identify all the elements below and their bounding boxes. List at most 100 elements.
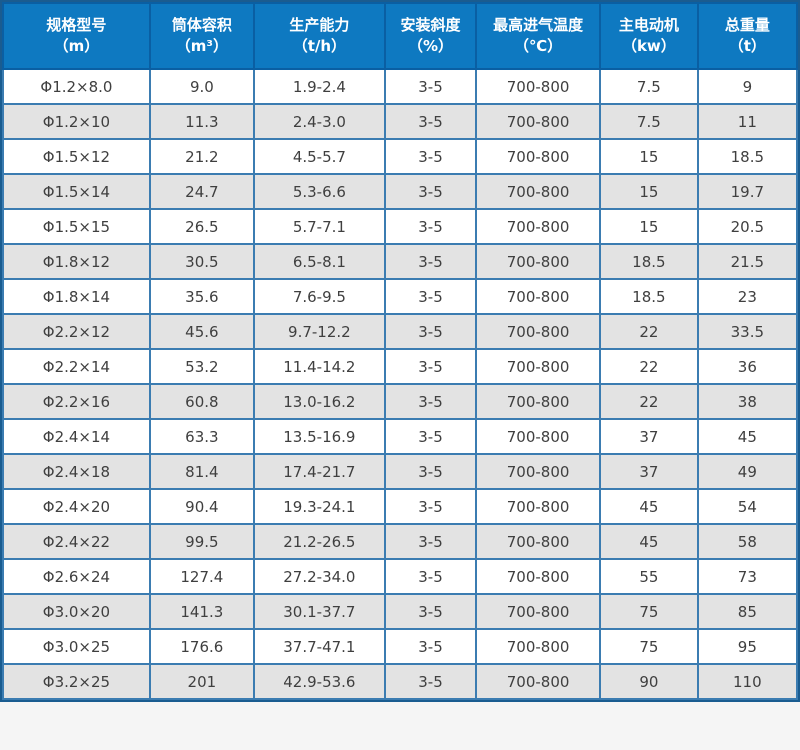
- cell-r18-c1: Φ3.2×25: [2, 663, 151, 700]
- table-row: Φ2.4×20 90.4 19.3-24.1 3-5 700-800 45 54: [2, 488, 799, 525]
- cell-r13-c6: 45: [599, 488, 699, 525]
- cell-r4-c4: 3-5: [383, 173, 478, 210]
- cell-r10-c7: 38: [696, 383, 799, 420]
- cell-r10-c3: 13.0-16.2: [252, 383, 386, 420]
- cell-r7-c4: 3-5: [383, 278, 478, 315]
- column-title: 筒体容积: [171, 16, 232, 34]
- column-title: 生产能力: [289, 16, 350, 34]
- cell-r5-c5: 700-800: [475, 208, 602, 245]
- table-row: Φ2.2×12 45.6 9.7-12.2 3-5 700-800 22 33.5: [2, 313, 799, 350]
- cell-r11-c7: 45: [696, 418, 799, 455]
- cell-r15-c2: 127.4: [148, 558, 255, 595]
- cell-r12-c7: 49: [696, 453, 799, 490]
- column-header-1: 规格型号 （m）: [2, 2, 151, 70]
- cell-r9-c5: 700-800: [475, 348, 602, 385]
- cell-r8-c3: 9.7-12.2: [252, 313, 386, 350]
- cell-r10-c1: Φ2.2×16: [2, 383, 151, 420]
- table-header-row: 规格型号 （m） 筒体容积 （m³） 生产能力 （t/h） 安装斜度 （%） 最高进气温度 （℃）…: [2, 2, 799, 70]
- cell-r6-c3: 6.5-8.1: [252, 243, 386, 280]
- cell-r15-c7: 73: [696, 558, 799, 595]
- column-title: 主电动机: [618, 16, 679, 34]
- cell-r9-c6: 22: [599, 348, 699, 385]
- cell-r14-c3: 21.2-26.5: [252, 523, 386, 560]
- cell-r18-c4: 3-5: [383, 663, 478, 700]
- cell-r3-c4: 3-5: [383, 138, 478, 175]
- cell-r14-c6: 45: [599, 523, 699, 560]
- table-row: Φ1.8×14 35.6 7.6-9.5 3-5 700-800 18.5 23: [2, 278, 799, 315]
- cell-r7-c3: 7.6-9.5: [252, 278, 386, 315]
- table-row: Φ2.2×14 53.2 11.4-14.2 3-5 700-800 22 36: [2, 348, 799, 385]
- cell-r8-c7: 33.5: [696, 313, 799, 350]
- cell-r14-c7: 58: [696, 523, 799, 560]
- cell-r3-c1: Φ1.5×12: [2, 138, 151, 175]
- cell-r17-c3: 37.7-47.1: [252, 628, 386, 665]
- cell-r2-c1: Φ1.2×10: [2, 103, 151, 140]
- cell-r12-c5: 700-800: [475, 453, 602, 490]
- cell-r13-c3: 19.3-24.1: [252, 488, 386, 525]
- column-unit: （t）: [728, 37, 766, 55]
- cell-r18-c6: 90: [599, 663, 699, 700]
- cell-r11-c1: Φ2.4×14: [2, 418, 151, 455]
- table-row: Φ3.0×25 176.6 37.7-47.1 3-5 700-800 75 95: [2, 628, 799, 665]
- cell-r16-c3: 30.1-37.7: [252, 593, 386, 630]
- cell-r11-c2: 63.3: [148, 418, 255, 455]
- table-row: Φ2.2×16 60.8 13.0-16.2 3-5 700-800 22 38: [2, 383, 799, 420]
- column-title: 最高进气温度: [493, 16, 584, 34]
- cell-r16-c2: 141.3: [148, 593, 255, 630]
- column-unit: （m³）: [175, 37, 228, 55]
- table-row: Φ2.4×14 63.3 13.5-16.9 3-5 700-800 37 45: [2, 418, 799, 455]
- cell-r18-c3: 42.9-53.6: [252, 663, 386, 700]
- cell-r8-c1: Φ2.2×12: [2, 313, 151, 350]
- column-header-6: 主电动机 （kw）: [599, 2, 699, 70]
- cell-r17-c7: 95: [696, 628, 799, 665]
- cell-r13-c4: 3-5: [383, 488, 478, 525]
- cell-r15-c4: 3-5: [383, 558, 478, 595]
- table-row: Φ1.5×15 26.5 5.7-7.1 3-5 700-800 15 20.5: [2, 208, 799, 245]
- cell-r10-c6: 22: [599, 383, 699, 420]
- cell-r16-c1: Φ3.0×20: [2, 593, 151, 630]
- cell-r11-c3: 13.5-16.9: [252, 418, 386, 455]
- cell-r12-c1: Φ2.4×18: [2, 453, 151, 490]
- cell-r5-c6: 15: [599, 208, 699, 245]
- column-header-5: 最高进气温度 （℃）: [475, 2, 602, 70]
- cell-r12-c2: 81.4: [148, 453, 255, 490]
- cell-r4-c5: 700-800: [475, 173, 602, 210]
- cell-r6-c7: 21.5: [696, 243, 799, 280]
- table-row: Φ2.6×24 127.4 27.2-34.0 3-5 700-800 55 73: [2, 558, 799, 595]
- table-row: Φ1.5×12 21.2 4.5-5.7 3-5 700-800 15 18.5: [2, 138, 799, 175]
- cell-r6-c2: 30.5: [148, 243, 255, 280]
- cell-r9-c1: Φ2.2×14: [2, 348, 151, 385]
- table-row: Φ1.8×12 30.5 6.5-8.1 3-5 700-800 18.5 21.5: [2, 243, 799, 280]
- column-unit: （%）: [408, 37, 454, 55]
- cell-r9-c7: 36: [696, 348, 799, 385]
- cell-r1-c2: 9.0: [148, 68, 255, 105]
- column-header-7: 总重量 （t）: [696, 2, 799, 70]
- cell-r4-c6: 15: [599, 173, 699, 210]
- cell-r2-c4: 3-5: [383, 103, 478, 140]
- column-unit: （t/h）: [292, 37, 347, 55]
- column-header-2: 筒体容积 （m³）: [148, 2, 255, 70]
- table-row: Φ1.5×14 24.7 5.3-6.6 3-5 700-800 15 19.7: [2, 173, 799, 210]
- cell-r16-c4: 3-5: [383, 593, 478, 630]
- cell-r7-c7: 23: [696, 278, 799, 315]
- cell-r3-c3: 4.5-5.7: [252, 138, 386, 175]
- cell-r11-c5: 700-800: [475, 418, 602, 455]
- column-unit: （m）: [53, 37, 100, 55]
- cell-r4-c7: 19.7: [696, 173, 799, 210]
- cell-r2-c2: 11.3: [148, 103, 255, 140]
- cell-r13-c7: 54: [696, 488, 799, 525]
- cell-r1-c1: Φ1.2×8.0: [2, 68, 151, 105]
- cell-r2-c6: 7.5: [599, 103, 699, 140]
- cell-r18-c2: 201: [148, 663, 255, 700]
- rotary-dryer-spec-table: 规格型号 （m） 筒体容积 （m³） 生产能力 （t/h） 安装斜度 （%） 最高进气温度 （℃）…: [2, 2, 799, 700]
- table-row: Φ3.0×20 141.3 30.1-37.7 3-5 700-800 75 85: [2, 593, 799, 630]
- cell-r6-c5: 700-800: [475, 243, 602, 280]
- cell-r2-c5: 700-800: [475, 103, 602, 140]
- cell-r17-c4: 3-5: [383, 628, 478, 665]
- column-header-3: 生产能力 （t/h）: [252, 2, 386, 70]
- column-unit: （kw）: [621, 37, 676, 55]
- cell-r1-c7: 9: [696, 68, 799, 105]
- cell-r1-c5: 700-800: [475, 68, 602, 105]
- cell-r16-c5: 700-800: [475, 593, 602, 630]
- cell-r10-c5: 700-800: [475, 383, 602, 420]
